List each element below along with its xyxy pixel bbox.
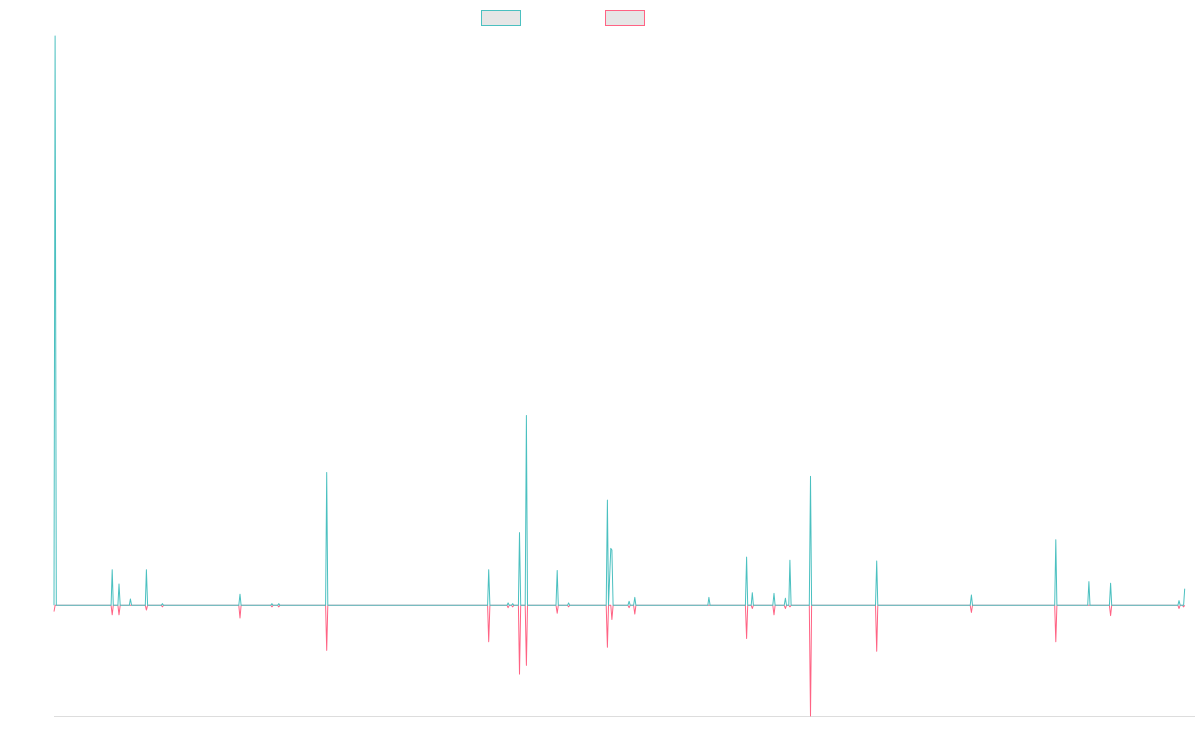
legend-swatch-1[interactable] [481, 10, 521, 26]
legend [481, 10, 645, 26]
series-line-1 [53, 35, 1186, 606]
series-layer [53, 35, 1186, 717]
series-line-2 [53, 604, 1186, 717]
legend-swatch-2[interactable] [605, 10, 645, 26]
